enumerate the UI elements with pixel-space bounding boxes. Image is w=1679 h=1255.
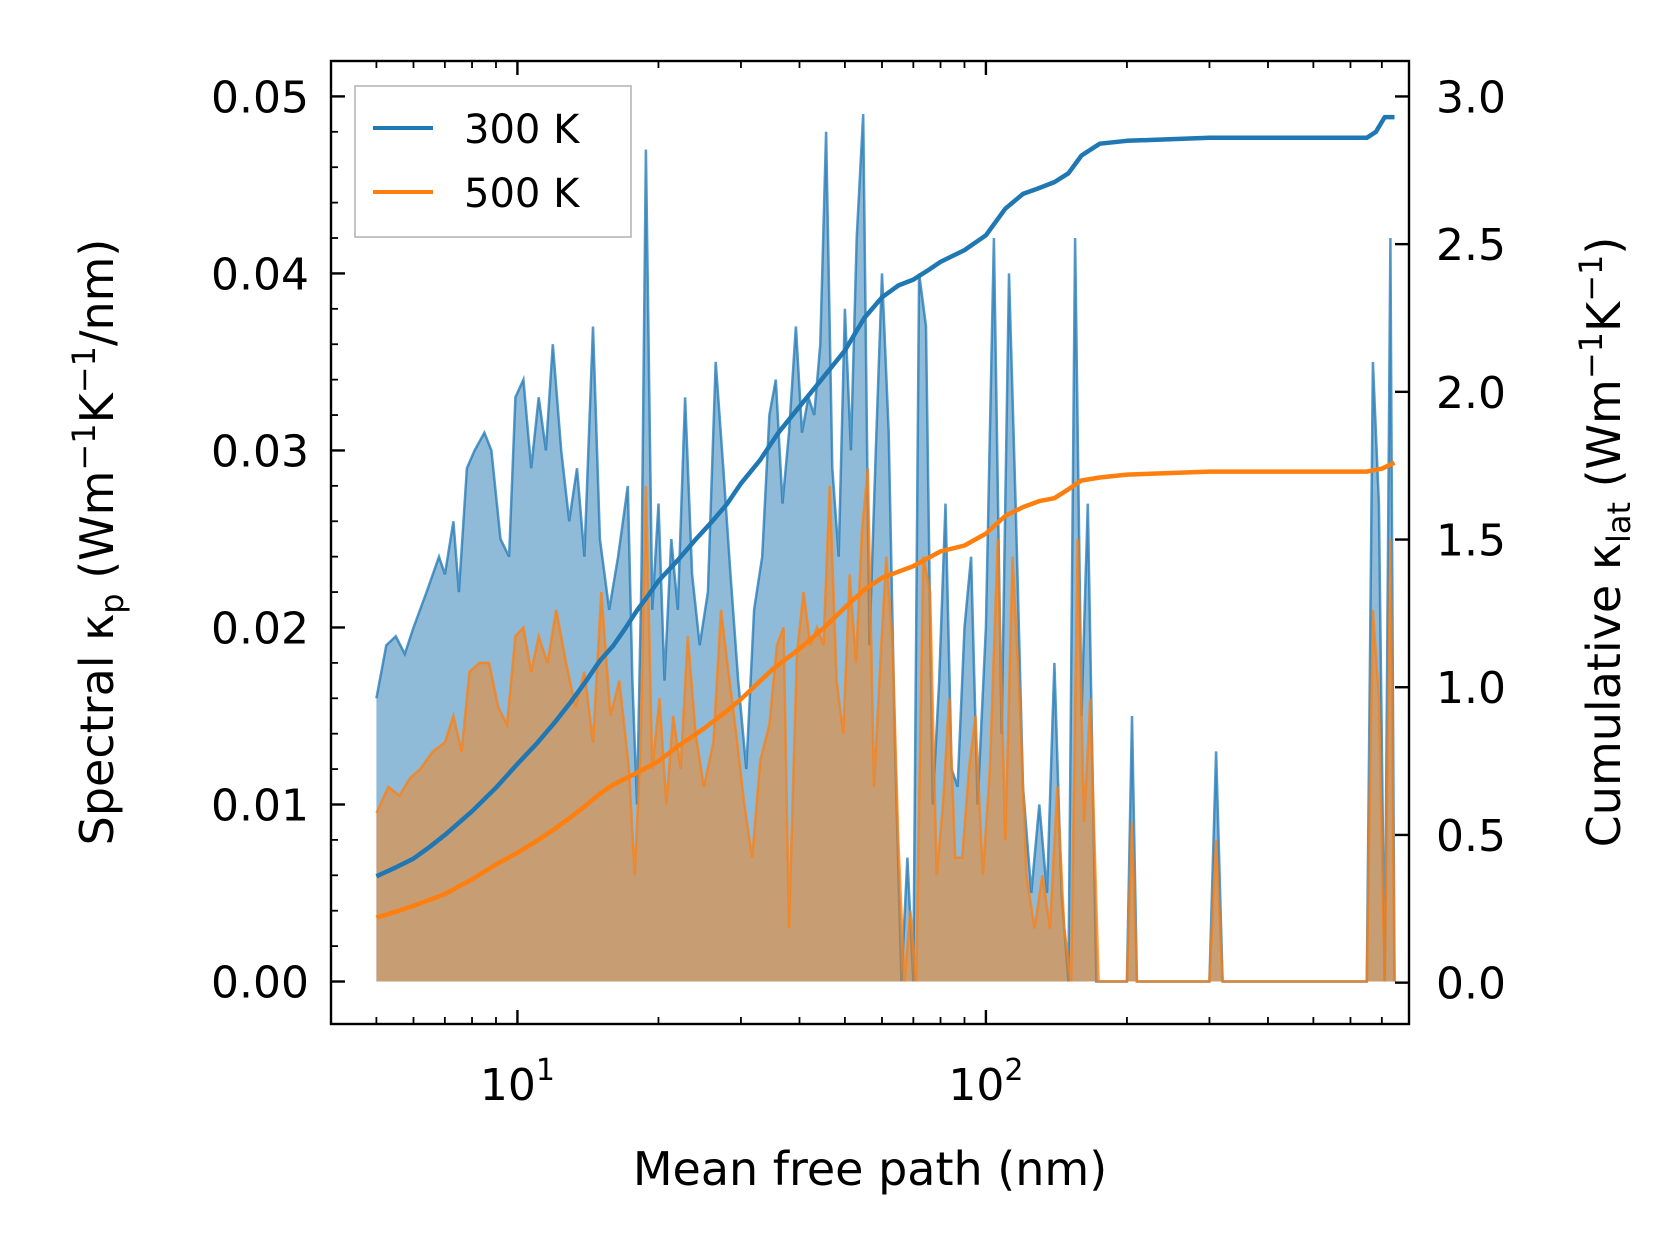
right-tick-label: 0.0 [1436,959,1506,1010]
right-tick-label: 2.5 [1436,220,1506,271]
left-tick-label: 0.01 [211,780,309,831]
plot-frame [329,59,1411,1026]
legend: 300 K 500 K [354,85,632,238]
spectral-areas [375,114,1396,983]
line-300-k-cumulative [375,114,1395,879]
ticks: 0.00 0.01 0.02 0.03 0.04 0.05 0.0 0.5 1.0 1.5 2.0 2… [211,61,1506,1111]
left-axis-label-unit-c: /nm) [70,239,124,346]
left-axis-label-sup-a: −1 [65,423,103,470]
right-axis-label-sup-b: −1 [1572,255,1610,302]
legend-label-300k: 300 K [464,107,581,153]
legend-box [354,85,632,238]
right-tick-label: 3.0 [1436,72,1506,123]
left-axis-label-sub: p [93,593,131,613]
x-tick-label: 101 [480,1053,555,1111]
left-tick-label: 0.05 [211,72,309,123]
cumulative-lines [375,114,1396,920]
left-axis-label-unit-a: (Wm [70,471,124,594]
left-tick-label: 0.03 [211,426,309,477]
x-tick-label-exp: 2 [1004,1053,1023,1088]
right-axis-label-sub: lat [1600,502,1638,543]
right-axis-label-prefix: Cumulative κ [1577,543,1631,847]
left-axis-label-prefix: Spectral κ [70,614,124,846]
right-tick-label: 1.0 [1436,663,1506,714]
x-tick-label-exp: 1 [536,1053,555,1088]
right-axis-label: Cumulative κlat (Wm−1K−1) [1572,237,1638,848]
area-edge-500-k-spectral [375,468,1396,983]
x-axis-label: Mean free path (nm) [633,1142,1107,1196]
right-tick-label: 2.0 [1436,368,1506,419]
x-tick-label-base: 10 [948,1060,1004,1111]
right-axis-label-sup-a: −1 [1572,332,1610,379]
right-tick-label: 1.5 [1436,516,1506,567]
area-edge-300-k-spectral [375,114,1396,983]
x-tick-label-base: 10 [480,1060,536,1111]
left-tick-label: 0.00 [211,958,309,1009]
area-300-k-spectral [376,114,1395,982]
plot-area [375,114,1396,983]
left-axis-label-sup-b: −1 [65,346,103,393]
area-500-k-spectral [376,468,1395,982]
x-tick-label: 102 [948,1053,1023,1111]
line-500-k-cumulative [375,460,1396,920]
right-axis-label-unit-c: ) [1577,237,1631,255]
left-tick-label: 0.04 [211,249,309,300]
right-axis-label-unit-a: (Wm [1577,379,1631,502]
left-tick-label: 0.02 [211,603,309,654]
left-axis-label: Spectral κp (Wm−1K−1/nm) [65,239,131,846]
right-axis-label-unit-b: K [1577,300,1631,332]
right-tick-label: 0.5 [1436,811,1506,862]
legend-label-500k: 500 K [464,171,581,217]
left-axis-label-unit-b: K [70,391,124,423]
